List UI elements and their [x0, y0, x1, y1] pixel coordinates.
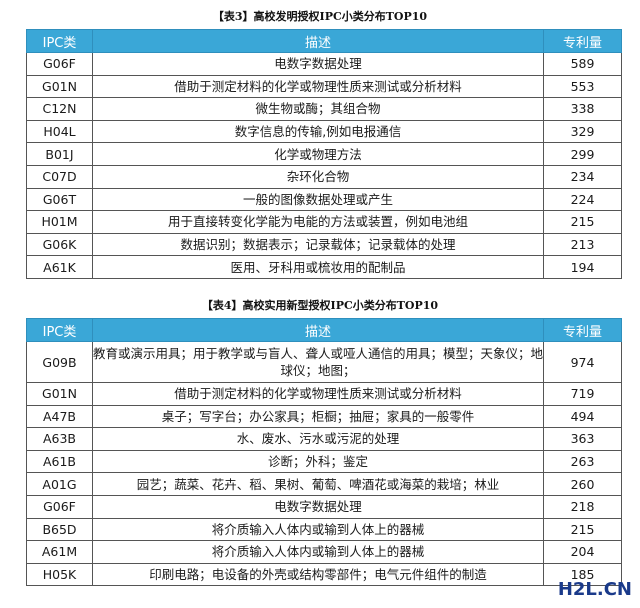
table3-header-code: IPC类	[26, 29, 93, 53]
description-cell: 借助于测定材料的化学或物理性质来测试或分析材料	[92, 74, 544, 99]
count-cell: 215	[543, 210, 622, 234]
description-cell: 桌子；写字台；办公家具；柜橱；抽屉；家具的一般零件	[92, 404, 544, 429]
ipc-code-cell: B65D	[26, 517, 93, 542]
description-cell: 诊断；外科；鉴定	[92, 449, 544, 474]
count-cell: 553	[543, 74, 622, 99]
count-cell: 263	[543, 449, 622, 474]
table4-caption: 【表4】高校实用新型授权IPC小类分布TOP10	[201, 299, 439, 312]
table4-header-code: IPC类	[26, 318, 93, 342]
description-cell: 数据识别；数据表示；记录载体；记录载体的处理	[92, 232, 544, 257]
description-cell: 化学或物理方法	[92, 142, 544, 166]
description-cell: 将介质输入人体内或输到人体上的器械	[92, 540, 544, 564]
ipc-code-cell: G01N	[26, 382, 93, 406]
table-row: H01M 用于直接转变化学能为电能的方法或装置，例如电池组 215	[26, 210, 622, 234]
ipc-code-cell: A47B	[26, 404, 93, 429]
ipc-code-cell: C12N	[26, 97, 93, 121]
ipc-code-cell: A61B	[26, 449, 93, 474]
description-cell: 一般的图像数据处理或产生	[92, 187, 544, 212]
table-row: G01N 借助于测定材料的化学或物理性质来测试或分析材料 719	[26, 382, 622, 406]
table4-header-row: IPC类 描述 专利量	[26, 318, 622, 342]
table-row: A61M 将介质输入人体内或输到人体上的器械 204	[26, 540, 622, 564]
table-row: G06F 电数字数据处理 218	[26, 494, 622, 519]
ipc-code-cell: A61K	[26, 255, 93, 279]
description-cell: 电数字数据处理	[92, 52, 544, 76]
table4: IPC类 描述 专利量 G09B 教育或演示用具；用于教学或与盲人、聋人或哑人通信…	[26, 318, 622, 587]
ipc-code-cell: C07D	[26, 164, 93, 189]
description-cell: 水、废水、污水或污泥的处理	[92, 427, 544, 451]
table-row: H05K 印刷电路；电设备的外壳或结构零部件；电气元件组件的制造 185	[26, 562, 622, 587]
table4-header-desc: 描述	[92, 318, 544, 342]
description-cell: 教育或演示用具；用于教学或与盲人、聋人或哑人通信的用具；模型；天象仪；地球仪；地…	[92, 341, 544, 383]
description-cell: 数字信息的传输,例如电报通信	[92, 119, 544, 144]
count-cell: 299	[543, 142, 622, 166]
ipc-code-cell: A01G	[26, 472, 93, 496]
table-row: B65D 将介质输入人体内或输到人体上的器械 215	[26, 517, 622, 542]
table-row: G06K 数据识别；数据表示；记录载体；记录载体的处理 213	[26, 232, 622, 257]
description-cell: 将介质输入人体内或输到人体上的器械	[92, 517, 544, 542]
table4-header-count: 专利量	[543, 318, 622, 342]
table-row: C12N 微生物或酶；其组合物 338	[26, 97, 622, 121]
count-cell: 329	[543, 119, 622, 144]
count-cell: 218	[543, 494, 622, 519]
table-row: C07D 杂环化合物 234	[26, 164, 622, 189]
ipc-code-cell: H05K	[26, 562, 93, 587]
table-row: A61K 医用、牙科用或梳妆用的配制品 194	[26, 255, 622, 279]
table-row: A47B 桌子；写字台；办公家具；柜橱；抽屉；家具的一般零件 494	[26, 404, 622, 429]
table-row: A61B 诊断；外科；鉴定 263	[26, 449, 622, 474]
ipc-code-cell: A61M	[26, 540, 93, 564]
count-cell: 215	[543, 517, 622, 542]
table-row: A01G 园艺；蔬菜、花卉、稻、果树、葡萄、啤酒花或海菜的栽培；林业 260	[26, 472, 622, 496]
description-cell: 医用、牙科用或梳妆用的配制品	[92, 255, 544, 279]
description-cell: 电数字数据处理	[92, 494, 544, 519]
table-row: G09B 教育或演示用具；用于教学或与盲人、聋人或哑人通信的用具；模型；天象仪；地…	[26, 341, 622, 383]
count-cell: 974	[543, 341, 622, 383]
count-cell: 185	[543, 562, 622, 587]
table-row: G01N 借助于测定材料的化学或物理性质来测试或分析材料 553	[26, 74, 622, 99]
ipc-code-cell: G06T	[26, 187, 93, 212]
ipc-code-cell: G06F	[26, 494, 93, 519]
site-watermark: H2L.CN	[557, 579, 632, 600]
table3: IPC类 描述 专利量 G06F 电数字数据处理 589 G01N 借助于测定材料的化…	[26, 29, 622, 279]
description-cell: 杂环化合物	[92, 164, 544, 189]
ipc-code-cell: G09B	[26, 341, 93, 383]
description-cell: 印刷电路；电设备的外壳或结构零部件；电气元件组件的制造	[92, 562, 544, 587]
table-row: G06T 一般的图像数据处理或产生 224	[26, 187, 622, 212]
ipc-code-cell: H01M	[26, 210, 93, 234]
table-row: H04L 数字信息的传输,例如电报通信 329	[26, 119, 622, 144]
count-cell: 234	[543, 164, 622, 189]
table3-header-row: IPC类 描述 专利量	[26, 29, 622, 53]
table3-caption: 【表3】高校发明授权IPC小类分布TOP10	[212, 10, 428, 23]
description-cell: 借助于测定材料的化学或物理性质来测试或分析材料	[92, 382, 544, 406]
ipc-code-cell: G06K	[26, 232, 93, 257]
table3-header-count: 专利量	[543, 29, 622, 53]
count-cell: 363	[543, 427, 622, 451]
table-row: B01J 化学或物理方法 299	[26, 142, 622, 166]
count-cell: 204	[543, 540, 622, 564]
ipc-code-cell: G01N	[26, 74, 93, 99]
table-row: A63B 水、废水、污水或污泥的处理 363	[26, 427, 622, 451]
ipc-code-cell: H04L	[26, 119, 93, 144]
ipc-code-cell: B01J	[26, 142, 93, 166]
ipc-code-cell: A63B	[26, 427, 93, 451]
count-cell: 719	[543, 382, 622, 406]
ipc-code-cell: G06F	[26, 52, 93, 76]
count-cell: 194	[543, 255, 622, 279]
table3-header-desc: 描述	[92, 29, 544, 53]
table-row: G06F 电数字数据处理 589	[26, 52, 622, 76]
description-cell: 微生物或酶；其组合物	[92, 97, 544, 121]
count-cell: 224	[543, 187, 622, 212]
count-cell: 213	[543, 232, 622, 257]
description-cell: 园艺；蔬菜、花卉、稻、果树、葡萄、啤酒花或海菜的栽培；林业	[92, 472, 544, 496]
count-cell: 338	[543, 97, 622, 121]
count-cell: 589	[543, 52, 622, 76]
count-cell: 494	[543, 404, 622, 429]
count-cell: 260	[543, 472, 622, 496]
description-cell: 用于直接转变化学能为电能的方法或装置，例如电池组	[92, 210, 544, 234]
